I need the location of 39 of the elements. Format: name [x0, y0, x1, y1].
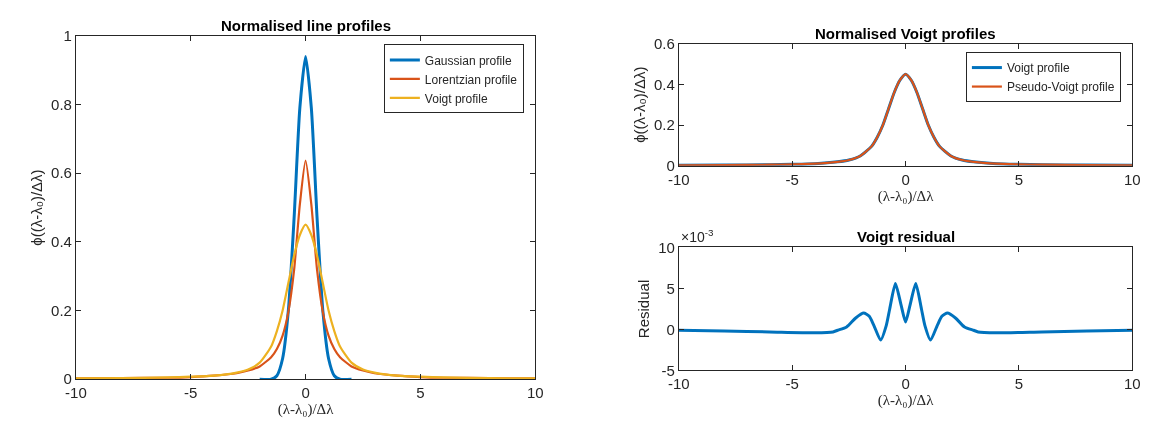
x-tick-label: -5: [785, 170, 799, 188]
x-axis-title: (λ-λ₀)/Δλ: [877, 187, 935, 205]
y-axis-title: Residual: [635, 279, 653, 339]
x-tick-label: 5: [416, 384, 425, 402]
x-tick-label: -10: [65, 384, 87, 402]
x-tick-label: 5: [1014, 375, 1024, 393]
y-tick-label: 10: [658, 238, 675, 256]
x-axis-title: (λ-λ₀)/Δλ: [277, 401, 335, 419]
legend-label: Voigt profile: [424, 91, 488, 106]
x-tick-label: -5: [184, 384, 198, 402]
legend-label: Voigt profile: [1006, 61, 1070, 76]
x-axis-title: (λ-λ₀)/Δλ: [877, 392, 935, 410]
legend-label: Gaussian profile: [424, 53, 512, 68]
legend-label: Lorentzian profile: [424, 72, 518, 87]
x-tick-label: 0: [301, 384, 310, 402]
chart-title: Normalised line profiles: [221, 17, 392, 34]
text: ×10$^{-3}$: [681, 227, 715, 245]
y-tick-label: 0.2: [654, 116, 675, 134]
legend-label: Pseudo-Voigt profile: [1006, 80, 1115, 95]
chart-title: Voigt residual: [857, 228, 956, 245]
chart-title: Normalised Voigt profiles: [815, 25, 996, 42]
x-tick-label: 10: [1123, 170, 1141, 188]
y-tick-label: 0.2: [51, 301, 72, 319]
y-tick-label: 0.6: [654, 34, 675, 52]
y-tick-label: 5: [666, 279, 675, 297]
y-tick-label: 0.4: [654, 75, 675, 93]
y-tick-label: 0.8: [51, 95, 72, 113]
y-tick-label: 1: [63, 27, 72, 45]
y-axis-title: ϕ((λ-λ₀)/Δλ): [28, 169, 46, 246]
y-axis-title: ϕ((λ-λ₀)/Δλ): [631, 66, 649, 143]
x-tick-label: 0: [901, 375, 910, 393]
y-tick-label: 0.4: [51, 233, 72, 251]
x-tick-label: 10: [1123, 375, 1141, 393]
x-tick-label: 10: [526, 384, 544, 402]
y-tick-label: 0: [666, 320, 675, 338]
y-tick-label: 0.6: [51, 164, 72, 182]
x-tick-label: -5: [785, 375, 799, 393]
x-tick-label: 5: [1014, 170, 1024, 188]
x-tick-label: 0: [901, 170, 910, 188]
